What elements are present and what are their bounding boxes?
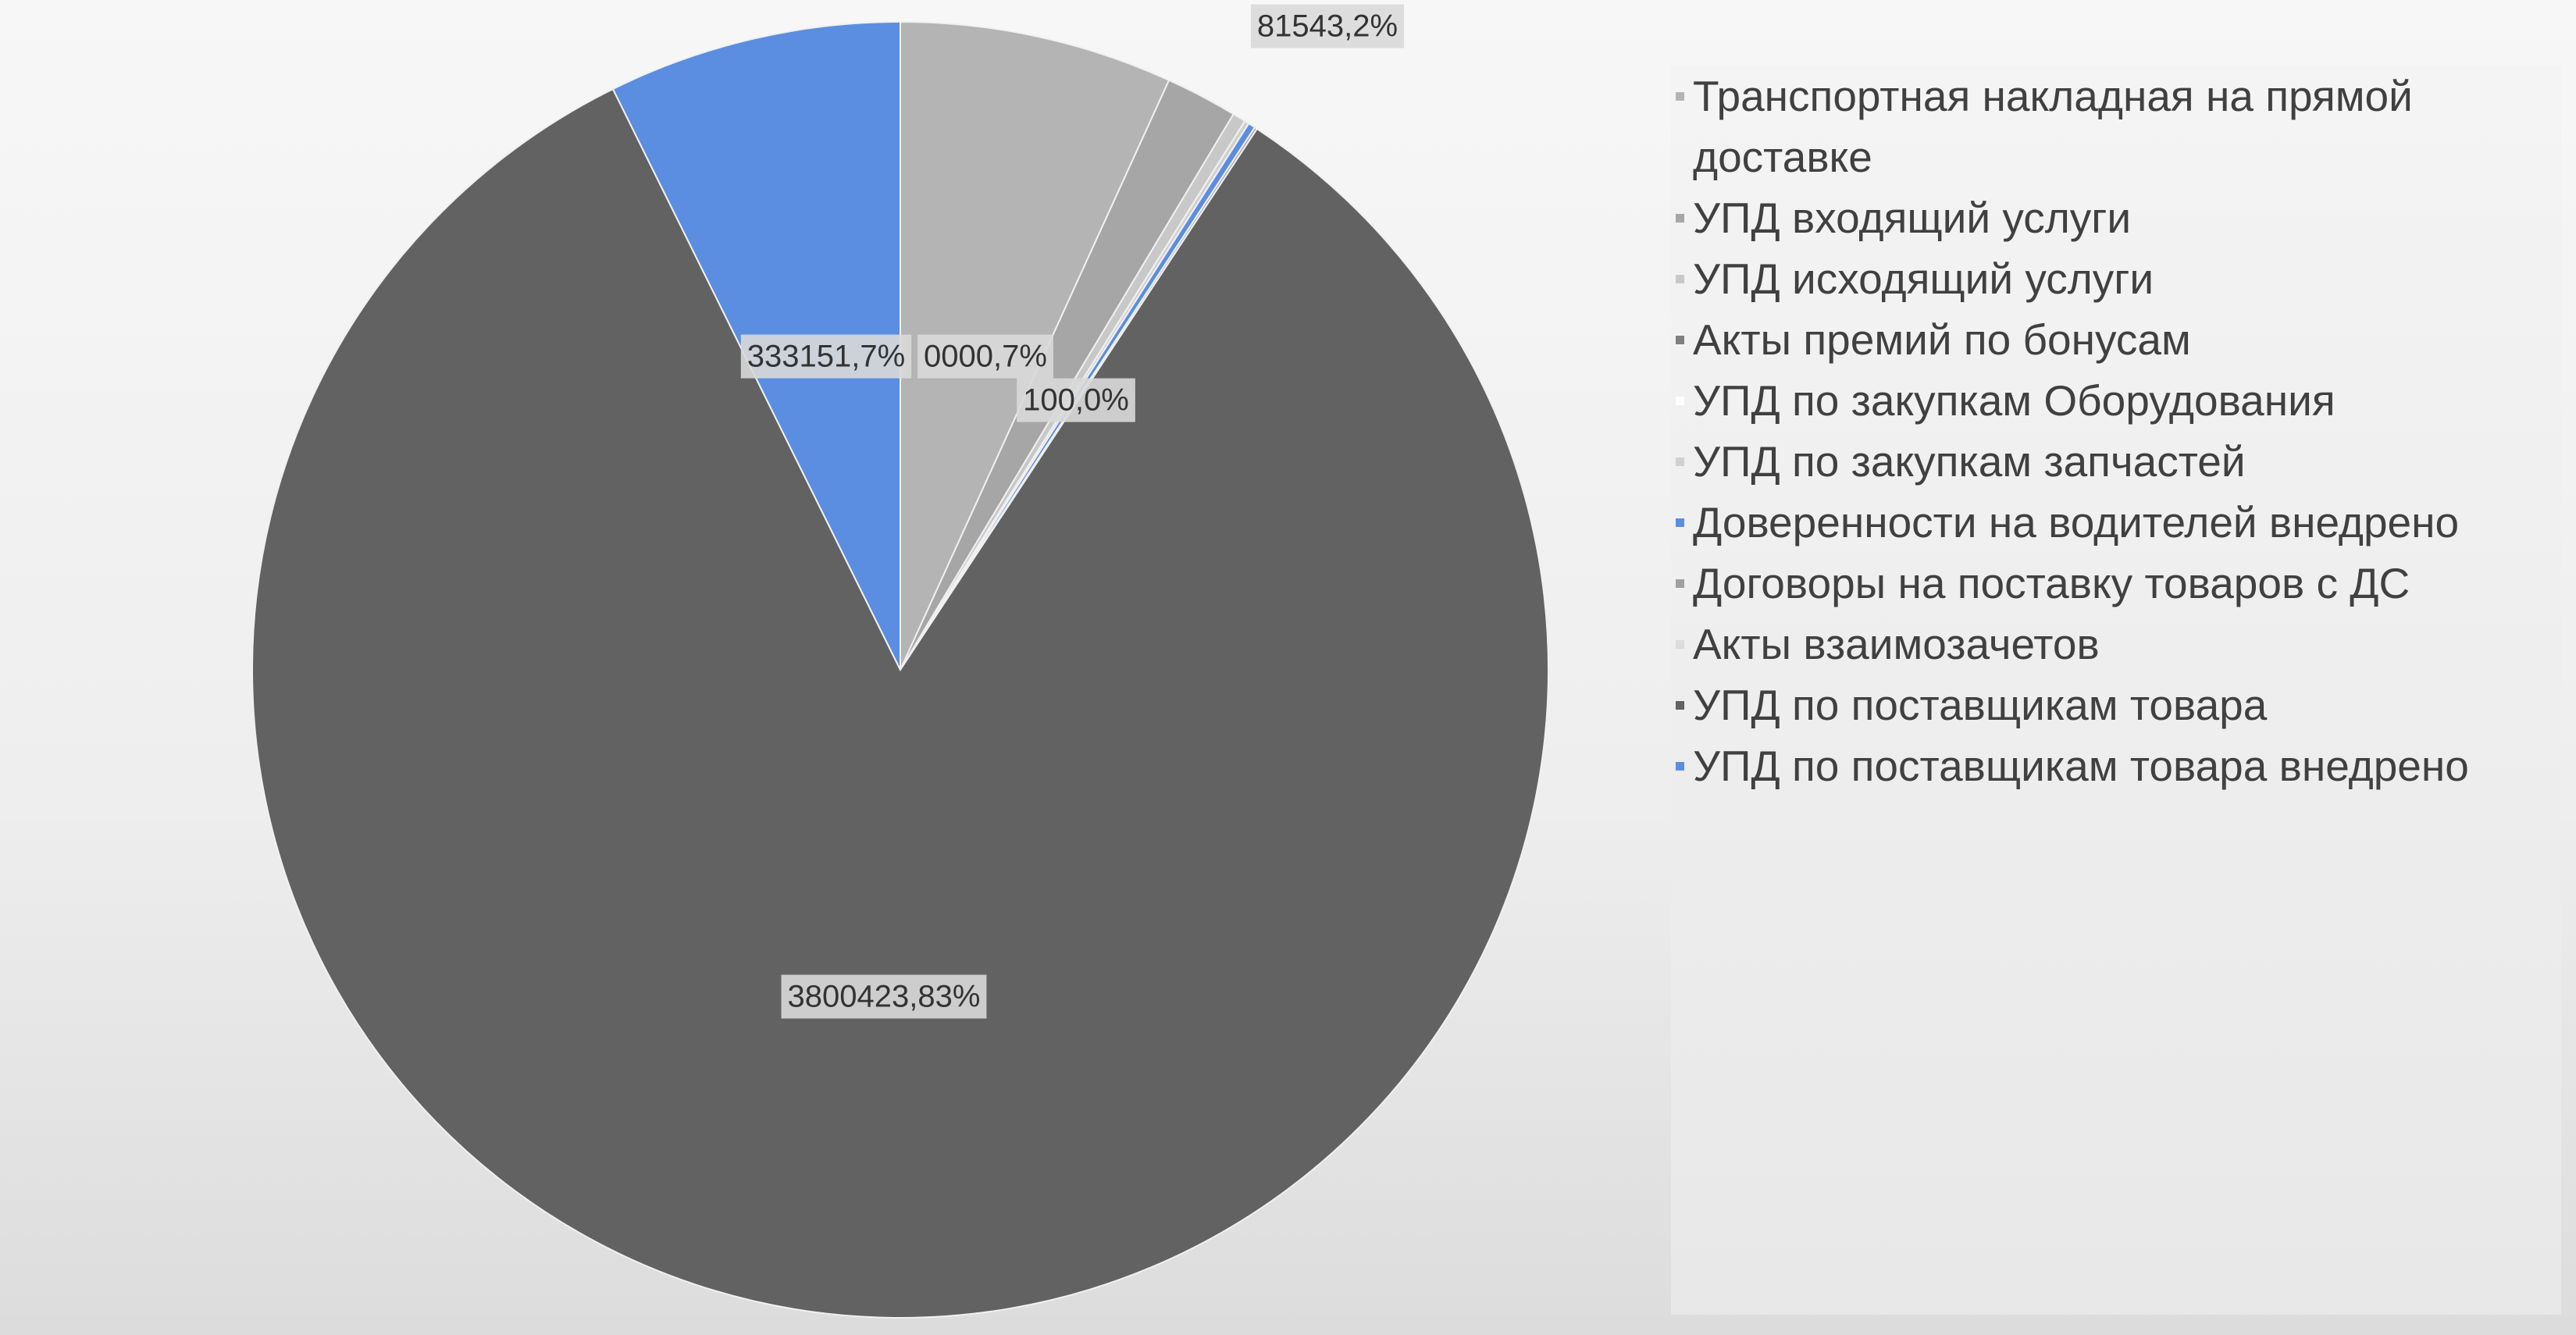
legend-label: Доверенности на водителей внедрено (1693, 498, 2460, 546)
data-label: 100,0% (1023, 383, 1129, 418)
legend-item: Акты взаимозачетов (1671, 614, 2561, 675)
legend-item: Доверенности на водителей внедрено (1671, 492, 2561, 553)
legend-item: УПД по поставщикам товара (1671, 675, 2561, 735)
legend-label: УПД по закупкам запчастей (1693, 437, 2246, 486)
legend-swatch (1676, 336, 1684, 344)
legend-label: Транспортная накладная на прямой доставк… (1693, 72, 2413, 181)
data-label-box (1017, 378, 1135, 422)
legend-item: Договоры на поставку товаров с ДС (1671, 553, 2561, 614)
data-label-box (740, 334, 912, 379)
legend-swatch (1676, 640, 1684, 649)
data-label-box (1250, 4, 1405, 48)
legend-label: УПД входящий услуги (1693, 194, 2132, 242)
data-label: 3800423,83% (788, 980, 981, 1014)
legend-item: УПД по поставщикам товара внедрено (1671, 735, 2561, 796)
data-label: 81543,2% (1257, 9, 1398, 44)
data-label-box (781, 974, 987, 1019)
data-label: 0000,7% (924, 340, 1047, 374)
legend-swatch (1676, 701, 1684, 710)
data-label-box (917, 334, 1053, 379)
legend-swatch (1676, 457, 1684, 466)
legend-label: УПД по поставщикам товара (1693, 681, 2268, 729)
legend-label: Договоры на поставку товаров с ДС (1693, 559, 2410, 607)
legend-item: УПД входящий услуги (1671, 187, 2561, 248)
legend-item: Транспортная накладная на прямой доставк… (1671, 66, 2489, 187)
legend-label: Акты премий по бонусам (1693, 315, 2191, 364)
legend-item: УПД по закупкам запчастей (1671, 431, 2561, 492)
legend-swatch (1676, 275, 1684, 283)
legend-swatch (1676, 214, 1684, 222)
legend-swatch (1676, 579, 1684, 588)
legend-swatch (1676, 397, 1684, 405)
legend-item: УПД по закупкам Оборудования (1671, 370, 2561, 431)
legend-swatch (1676, 92, 1684, 101)
legend-label: УПД по закупкам Оборудования (1693, 376, 2336, 425)
legend-label: УПД по поставщикам товара внедрено (1693, 742, 2469, 790)
data-label: 333151,7% (747, 340, 905, 374)
legend-item: Акты премий по бонусам (1671, 309, 2561, 370)
pie-slice (251, 87, 1549, 1319)
legend-item: УПД исходящий услуги (1671, 248, 2561, 309)
legend-label: Акты взаимозачетов (1693, 620, 2100, 668)
legend: Транспортная накладная на прямой доставк… (1671, 66, 2561, 1315)
legend-swatch (1676, 762, 1684, 771)
legend-swatch (1676, 518, 1684, 527)
legend-label: УПД исходящий услуги (1693, 255, 2154, 303)
